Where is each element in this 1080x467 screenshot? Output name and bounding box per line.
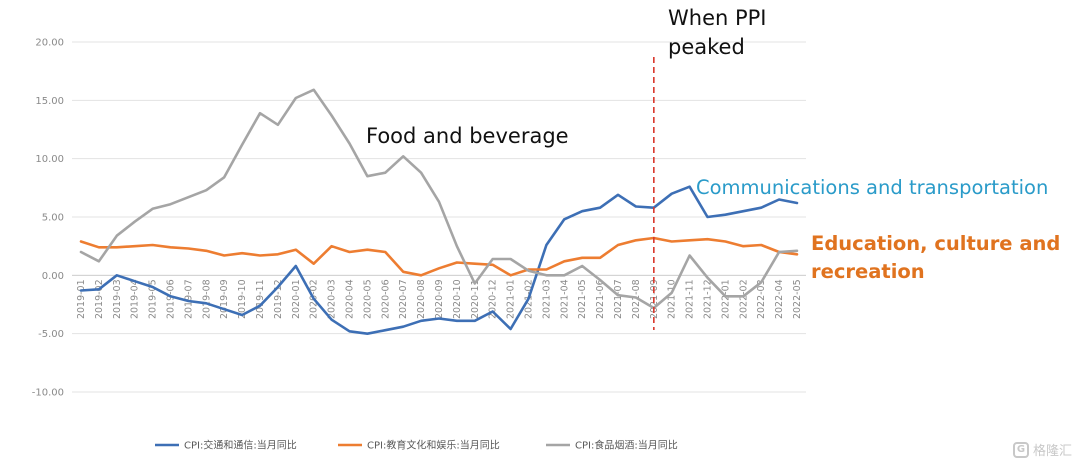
food-annotation-text: Food and beverage — [366, 124, 569, 148]
x-tick-label: 2020-06 — [380, 279, 391, 319]
x-tick-label: 2021-07 — [613, 279, 624, 319]
x-tick-label: 2021-04 — [559, 279, 570, 319]
g-logo-icon: G — [1012, 441, 1029, 458]
y-tick-label: 15.00 — [35, 96, 64, 107]
x-tick-label: 2021-10 — [667, 279, 678, 319]
x-tick-label: 2021-12 — [703, 279, 714, 319]
x-tick-label: 2019-10 — [237, 279, 248, 319]
x-tick-label: 2019-05 — [148, 279, 159, 319]
x-tick-label: 2020-03 — [327, 279, 338, 319]
x-tick-label: 2019-01 — [76, 279, 87, 319]
x-tick-label: 2022-05 — [792, 279, 803, 319]
x-tick-label: 2021-03 — [541, 279, 552, 319]
x-tick-label: 2021-11 — [685, 279, 696, 319]
comm-annotation-text: Communications and transportation — [696, 176, 1048, 199]
x-tick-label: 2019-08 — [201, 279, 212, 319]
edu-annotation-text: Education, culture and — [811, 232, 1060, 255]
series-lines — [79, 88, 799, 336]
x-tick-label: 2022-04 — [774, 279, 785, 319]
x-tick-label: 2020-05 — [362, 279, 373, 319]
annotations: When PPI peaked Food and beverage Communica… — [366, 6, 1060, 330]
x-tick-label: 2020-10 — [452, 279, 463, 319]
edu-annotation-text: recreation — [811, 260, 925, 283]
y-tick-label: -5.00 — [38, 329, 64, 340]
y-tick-label: 0.00 — [42, 271, 64, 282]
x-tick-label: 2021-05 — [577, 279, 588, 319]
legend-label: CPI:交通和通信:当月同比 — [184, 439, 297, 452]
x-tick-label: 2021-06 — [595, 279, 606, 319]
x-tick-label: 2020-09 — [434, 279, 445, 319]
x-tick-label: 2019-12 — [273, 279, 284, 319]
x-tick-label: 2020-11 — [470, 279, 481, 319]
x-tick-label: 2021-01 — [506, 279, 517, 319]
legend-label: CPI:教育文化和娱乐:当月同比 — [367, 439, 500, 452]
x-tick-label: 2022-01 — [720, 279, 731, 319]
ppi-annotation-text: When PPI — [668, 6, 767, 30]
x-tick-label: 2019-06 — [165, 279, 176, 319]
x-tick-label: 2019-07 — [183, 279, 194, 319]
series-line-3 — [79, 88, 799, 310]
y-tick-label: 10.00 — [35, 154, 64, 165]
x-tick-label: 2019-04 — [130, 279, 141, 319]
x-tick-label: 2019-11 — [255, 279, 266, 319]
x-tick-label: 2020-01 — [291, 279, 302, 319]
y-tick-label: 20.00 — [35, 38, 64, 49]
series-line-1 — [79, 185, 799, 336]
ppi-annotation-text: peaked — [668, 35, 745, 59]
series-line-2 — [79, 236, 799, 277]
y-axis: 20.00 15.00 10.00 5.00 0.00 -5.00 -10.00 — [32, 38, 64, 399]
legend-label: CPI:食品烟酒:当月同比 — [575, 439, 678, 452]
watermark-text: 格隆汇 — [1032, 444, 1072, 459]
x-tick-label: 2019-09 — [219, 279, 230, 319]
x-tick-label: 2019-03 — [112, 279, 123, 319]
x-tick-label: 2020-08 — [416, 279, 427, 319]
gridlines — [72, 41, 806, 393]
y-tick-label: -10.00 — [32, 388, 64, 399]
x-tick-label: 2020-07 — [398, 279, 409, 319]
x-tick-label: 2019-02 — [94, 279, 105, 319]
legend: CPI:交通和通信:当月同比 CPI:教育文化和娱乐:当月同比 CPI:食品烟酒:当… — [155, 439, 678, 452]
watermark: G 格隆汇 — [1012, 440, 1072, 459]
x-tick-label: 2022-02 — [738, 279, 749, 319]
x-tick-label: 2022-03 — [756, 279, 767, 319]
x-tick-label: 2020-04 — [344, 279, 355, 319]
x-tick-label: 2020-12 — [488, 279, 499, 319]
y-tick-label: 5.00 — [42, 213, 64, 224]
